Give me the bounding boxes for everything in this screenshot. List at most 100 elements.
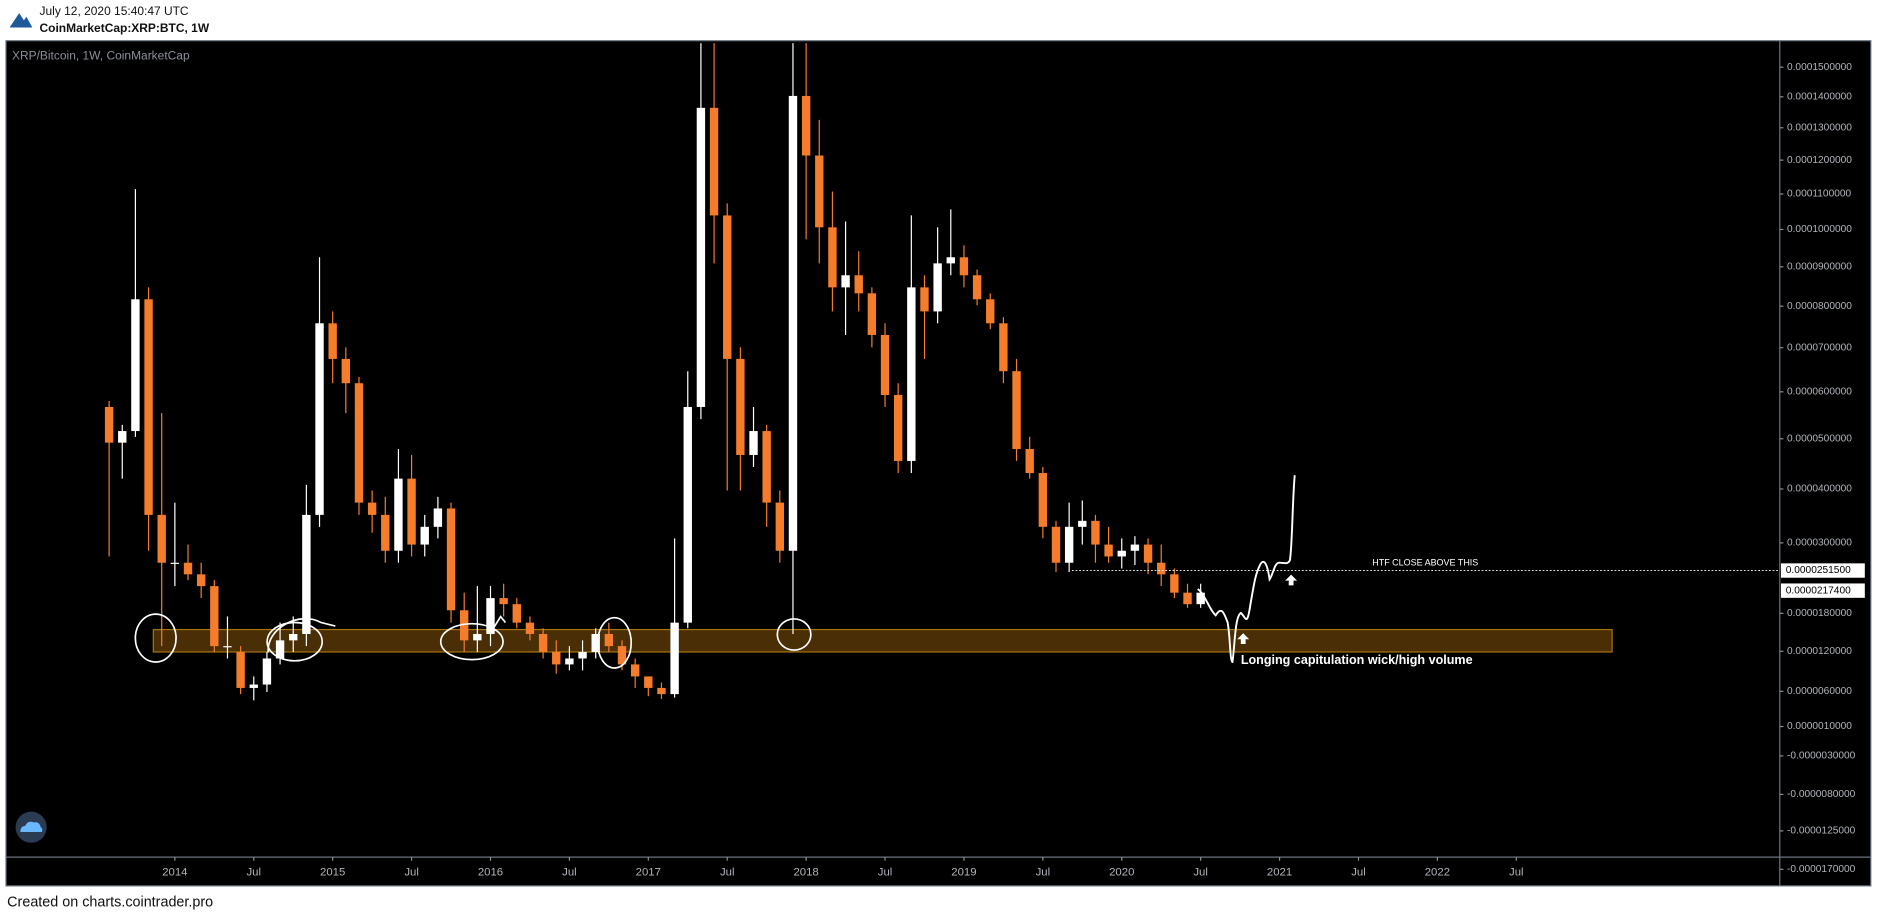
candle-body	[630, 664, 640, 677]
y-tick-label: 0.0000500000	[1787, 433, 1852, 444]
candle-body	[1104, 544, 1113, 557]
candle-body	[1078, 520, 1087, 527]
candle-body	[1091, 520, 1100, 545]
candle-body	[1025, 449, 1034, 474]
x-tick-label: 2017	[636, 867, 661, 879]
level-price-label: 0.0000251500	[1786, 565, 1851, 576]
candle-body	[1038, 473, 1048, 527]
x-tick-label: 2014	[162, 867, 187, 879]
circle-marker	[776, 618, 812, 651]
y-tick-label: 0.0001300000	[1787, 122, 1852, 133]
y-tick-label: 0.0000180000	[1787, 608, 1852, 619]
candle-body	[525, 622, 535, 634]
candle-body	[328, 323, 337, 359]
zone-annotation: Longing capitulation wick/high volume	[1241, 653, 1473, 667]
candle-body	[367, 502, 377, 515]
y-tick-label: -0.0000170000	[1787, 864, 1856, 875]
candle-body	[1143, 544, 1153, 563]
x-tick-label: Jul	[878, 867, 893, 879]
x-tick-label: Jul	[562, 867, 577, 879]
y-tick-label: 0.0001500000	[1787, 62, 1852, 73]
arrows	[1237, 574, 1298, 645]
candle-body	[104, 406, 114, 443]
y-tick-label: 0.0000800000	[1787, 301, 1852, 312]
candle-body	[617, 646, 627, 665]
candle-body	[762, 431, 771, 503]
y-tick-label: 0.0001000000	[1787, 224, 1852, 235]
candle-body	[1196, 592, 1205, 605]
y-tick-label: -0.0000030000	[1787, 751, 1856, 762]
candle-body	[302, 514, 311, 634]
candle-body	[552, 651, 561, 665]
candle-body	[512, 604, 521, 623]
candle-body	[170, 562, 180, 564]
candle-body	[986, 299, 995, 324]
candle-body	[249, 684, 258, 688]
plot: Longing capitulation wick/high volume 0.0…	[104, 43, 1865, 879]
x-tick-label: 2022	[1425, 867, 1450, 879]
circle-marker	[596, 616, 633, 669]
chart-panel	[5, 40, 1872, 887]
candle-body	[315, 323, 324, 515]
candle-body	[223, 646, 232, 648]
candle-body	[499, 598, 508, 605]
y-tick-label: 0.0000010000	[1787, 721, 1852, 732]
candle-body	[131, 299, 140, 432]
cloud-logo-mark	[20, 821, 43, 833]
circle-marker	[439, 622, 504, 661]
candle-body	[446, 508, 456, 611]
candle-body	[933, 263, 942, 312]
y-tick-label: 0.0000060000	[1787, 686, 1852, 697]
circle-marker	[134, 613, 177, 663]
candle-body	[657, 687, 666, 695]
x-tick-label: 2019	[951, 867, 976, 879]
logo-mark	[9, 13, 33, 28]
candle-body	[867, 293, 877, 335]
y-tick-label: 0.0000600000	[1787, 387, 1852, 398]
level-price-box	[1780, 563, 1865, 578]
cloud-logo	[15, 811, 47, 843]
last-price-label: 0.0000217400	[1786, 585, 1851, 596]
y-tick-label: 0.0000300000	[1787, 538, 1852, 549]
y-tick-label: 0.0000900000	[1787, 261, 1852, 272]
candle-body	[354, 383, 364, 503]
x-tick-label: 2021	[1267, 867, 1292, 879]
candle-body	[473, 633, 482, 641]
x-tick-label: Jul	[247, 867, 262, 879]
y-tick-label: 0.0001400000	[1787, 92, 1852, 103]
y-tick-label: 0.0001200000	[1787, 155, 1852, 166]
logo	[8, 9, 33, 29]
candle-body	[709, 107, 719, 216]
candle-body	[999, 323, 1008, 372]
y-tick-label: -0.0000080000	[1787, 789, 1856, 800]
candle-body	[118, 431, 127, 443]
candle-body	[696, 107, 706, 407]
candle-body	[144, 299, 153, 515]
x-tick-label: 2016	[478, 867, 503, 879]
candle-body	[1157, 562, 1166, 575]
candle-body	[394, 478, 403, 551]
circle-marker	[266, 621, 324, 662]
y-tick-label: 0.0001100000	[1787, 189, 1852, 200]
candle-body	[460, 610, 469, 641]
candle-body	[959, 257, 969, 276]
candle-body	[433, 508, 443, 527]
candle-body	[1117, 550, 1126, 557]
circle-marker	[490, 615, 507, 633]
candle-body	[828, 227, 837, 288]
support-zone	[152, 628, 1613, 653]
candle-body	[788, 95, 798, 551]
x-tick-label: 2015	[320, 867, 345, 879]
candle-body	[381, 514, 390, 551]
candle-body	[972, 275, 982, 300]
y-tick-label: -0.0000125000	[1787, 826, 1856, 837]
candle-body	[854, 275, 863, 294]
x-tick-label: 2020	[1109, 867, 1134, 879]
x-tick-label: Jul	[1193, 867, 1208, 879]
candle-body	[604, 633, 614, 647]
projection-path	[1197, 475, 1296, 663]
x-tick-label: Jul	[1509, 867, 1524, 879]
candle-body	[920, 287, 929, 312]
candle-body	[1130, 544, 1140, 551]
